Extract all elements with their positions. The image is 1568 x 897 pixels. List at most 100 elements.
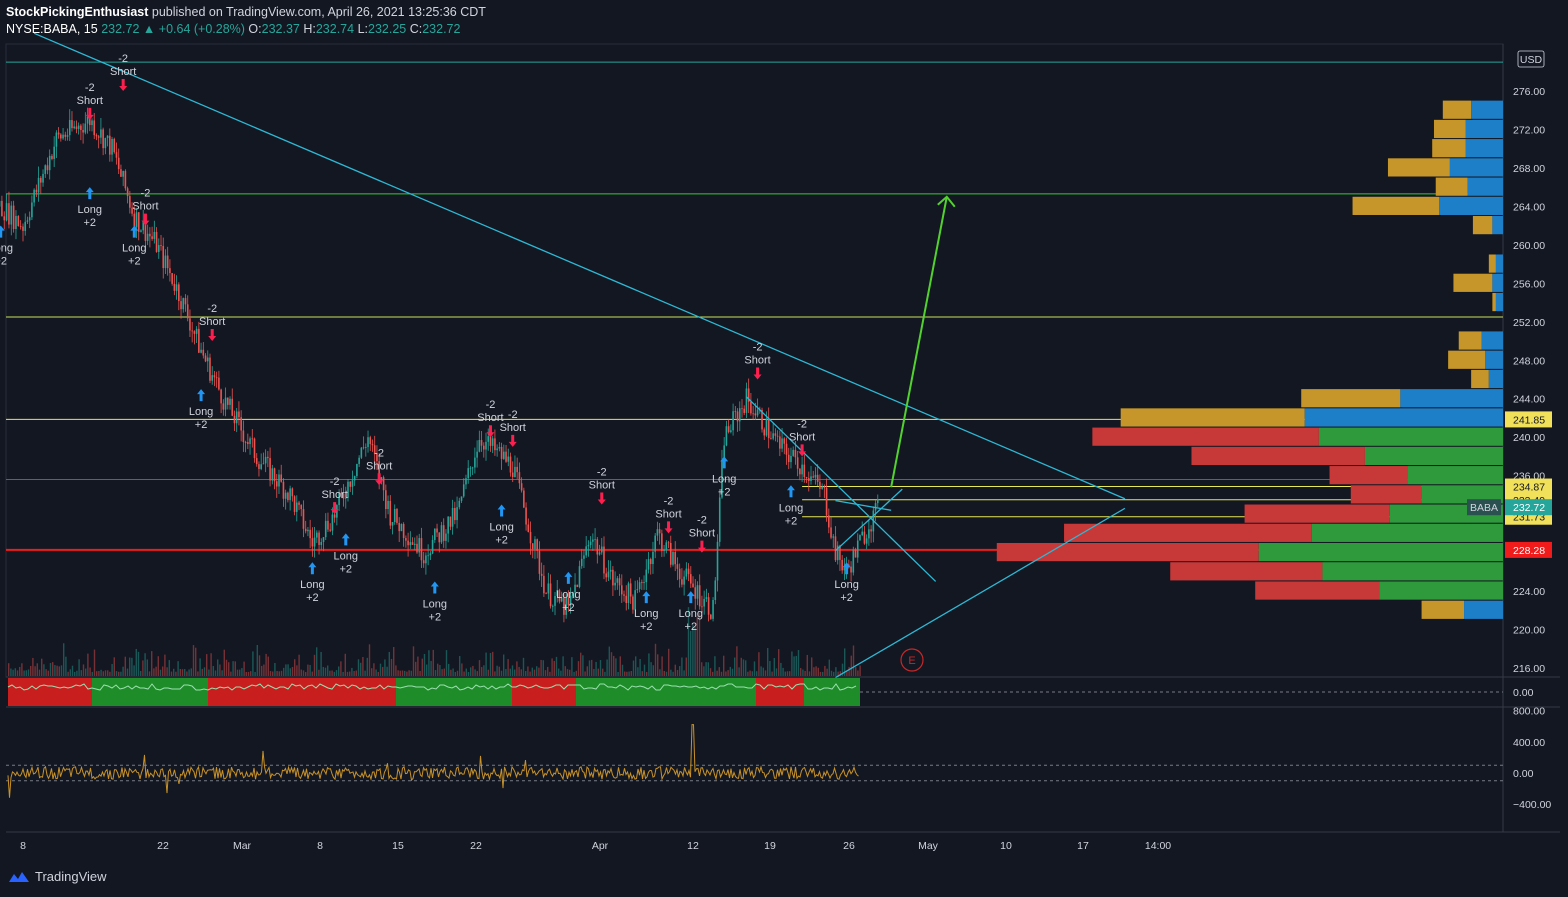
indicator-1-segment — [508, 678, 512, 706]
tradingview-branding[interactable]: TradingView — [8, 869, 107, 884]
volume-bar — [162, 666, 164, 676]
candle-body — [351, 480, 354, 487]
candle-body — [494, 438, 496, 451]
volume-bar — [736, 646, 738, 676]
volume-bar — [223, 649, 225, 676]
candle-body — [554, 596, 556, 606]
close-label: C: — [409, 22, 423, 36]
volume-bar — [335, 670, 338, 676]
brand-name: TradingView — [35, 869, 107, 884]
volume-bar — [841, 663, 844, 676]
candle-body — [607, 571, 610, 578]
candle-body — [692, 583, 694, 588]
volume-bar — [291, 666, 294, 676]
indicator-1-segment — [420, 678, 424, 706]
candle-body — [137, 212, 140, 232]
candle-body — [42, 173, 44, 183]
volume-profile-sell-10 — [1481, 331, 1503, 350]
author-name[interactable]: StockPickingEnthusiast — [6, 5, 149, 19]
indicator-1-segment — [296, 678, 300, 706]
candle-body — [153, 231, 156, 239]
indicator-1-segment — [580, 678, 584, 706]
indicator-1-segment — [320, 678, 324, 706]
volume-profile-sell-16 — [1364, 446, 1503, 466]
volume-bar — [613, 655, 615, 676]
candle-body — [803, 464, 806, 478]
indicator-1-segment — [720, 678, 724, 706]
indicator-1-segment — [304, 678, 308, 706]
candle-body — [714, 580, 717, 600]
candle-body — [507, 456, 510, 462]
volume-bar — [142, 660, 144, 676]
volume-bar — [408, 670, 410, 676]
volume-bar — [738, 667, 740, 676]
indicator-1-segment — [464, 678, 468, 706]
candle-body — [347, 481, 349, 498]
candle-body — [427, 555, 429, 557]
volume-profile-sell-15 — [1318, 427, 1503, 446]
indicator-1-segment — [696, 678, 700, 706]
y-tick-label-7: 248.00 — [1513, 355, 1545, 367]
volume-bar — [617, 671, 619, 676]
volume-bar — [327, 665, 329, 676]
volume-bar — [252, 651, 254, 676]
candle-body — [244, 442, 247, 443]
low-value: 232.25 — [368, 22, 407, 36]
volume-bar — [720, 671, 723, 676]
volume-bar — [377, 671, 379, 676]
indicator-1-segment — [408, 678, 412, 706]
volume-bar — [342, 671, 344, 676]
candle-body — [240, 417, 242, 431]
volume-bar — [89, 667, 91, 676]
volume-profile-buy-11 — [1448, 350, 1486, 369]
volume-profile-buy-1 — [1433, 119, 1466, 139]
signals: -2ShortLong+2-2ShortLong+2-2ShortLong+2-… — [0, 53, 859, 633]
symbol-label[interactable]: NYSE:BABA, 15 — [6, 22, 98, 36]
candle-body — [596, 539, 599, 555]
candle-body — [549, 583, 552, 607]
volume-bar — [355, 670, 357, 676]
volume-bar — [49, 663, 52, 676]
candle-body — [66, 135, 69, 137]
candle-body — [736, 411, 739, 422]
indicator-1-segment — [40, 678, 44, 706]
y-tick-label-3: 264.00 — [1513, 201, 1545, 213]
volume-bar — [445, 650, 448, 676]
candle-body — [264, 456, 267, 464]
candle-body — [727, 426, 730, 433]
volume-bar — [624, 671, 626, 676]
indicator-1-segment — [416, 678, 420, 706]
candle-body — [200, 349, 202, 353]
indicator-1-segment — [76, 678, 80, 706]
indicator-1-segment — [848, 678, 852, 706]
volume-profile-sell-22 — [1322, 562, 1503, 581]
indicator-1-segment — [312, 678, 316, 706]
x-tick-label-9: 26 — [843, 840, 855, 852]
candle-body — [224, 397, 227, 410]
candle-body — [836, 545, 839, 561]
indicator-1-segment — [832, 678, 836, 706]
volume-bar — [606, 659, 608, 676]
volume-bar — [192, 645, 195, 676]
indicator-1-segment — [688, 678, 692, 706]
volume-profile-sell-17 — [1407, 466, 1503, 485]
volume-bar — [401, 670, 404, 676]
volume-bar — [234, 661, 236, 676]
volume-bar — [100, 669, 102, 676]
volume-profile-buy-4 — [1435, 177, 1468, 196]
x-tick-label-13: 14:00 — [1145, 840, 1171, 852]
candle-body — [62, 134, 64, 139]
short-arrow-icon — [664, 521, 673, 534]
volume-bar — [815, 666, 817, 676]
candle-body — [669, 542, 672, 565]
candle-body — [652, 551, 654, 565]
volume-bar — [129, 657, 131, 676]
volume-bar — [483, 665, 485, 676]
indicator-1-segment — [604, 678, 608, 706]
volume-bar — [188, 669, 190, 676]
volume-bar — [718, 667, 720, 676]
volume-profile-buy-3 — [1387, 158, 1450, 177]
candle-body — [102, 129, 104, 149]
current-price-tag — [1505, 499, 1552, 516]
